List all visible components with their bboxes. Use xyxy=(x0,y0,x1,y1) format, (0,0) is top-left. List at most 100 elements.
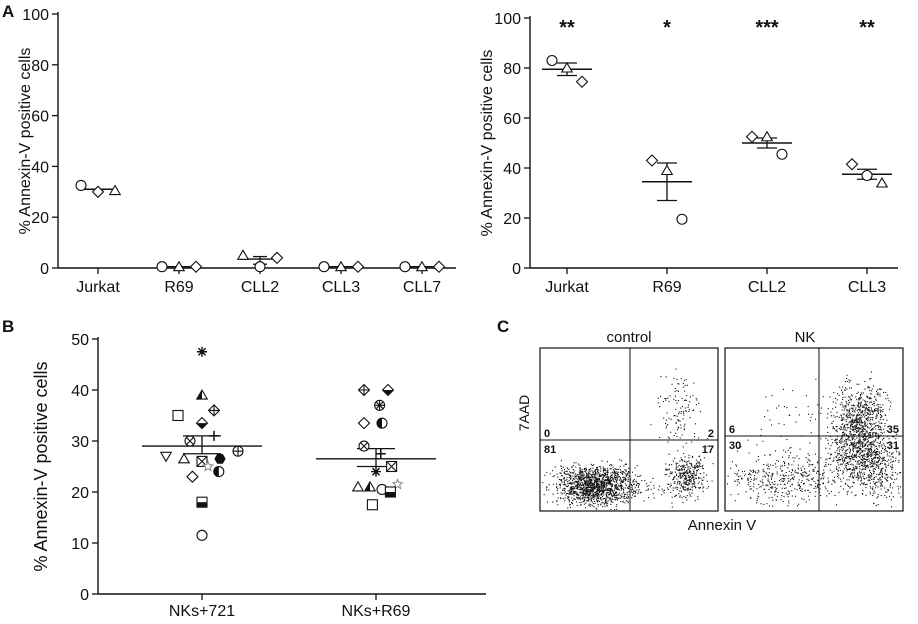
event-dot xyxy=(688,457,690,459)
event-dot xyxy=(684,474,686,476)
event-dot xyxy=(611,496,613,498)
event-dot xyxy=(611,484,613,486)
event-dot xyxy=(601,485,603,487)
event-dot xyxy=(603,490,605,492)
event-dot xyxy=(827,452,829,454)
event-dot xyxy=(671,383,673,385)
event-dot xyxy=(586,478,588,480)
event-dot xyxy=(861,445,863,447)
event-dot xyxy=(689,478,691,480)
event-dot xyxy=(689,417,691,419)
event-dot xyxy=(591,464,593,466)
event-dot xyxy=(867,426,869,428)
event-dot xyxy=(572,469,574,471)
data-point-diamond xyxy=(186,470,199,483)
event-dot xyxy=(588,482,590,484)
event-dot xyxy=(840,414,842,416)
event-dot xyxy=(616,492,618,494)
event-dot xyxy=(870,432,872,434)
event-dot xyxy=(867,427,869,429)
event-dot xyxy=(873,454,875,456)
event-dot xyxy=(601,483,603,485)
event-dot xyxy=(860,431,862,433)
event-dot xyxy=(878,446,880,448)
event-dot xyxy=(845,441,847,443)
event-dot xyxy=(594,482,596,484)
event-dot xyxy=(837,448,839,450)
event-dot xyxy=(667,489,669,491)
event-dot xyxy=(875,466,877,468)
event-dot xyxy=(697,469,699,471)
event-dot xyxy=(597,503,599,505)
event-dot xyxy=(609,468,611,470)
y-tick-label: 30 xyxy=(71,434,89,451)
event-dot xyxy=(585,482,587,484)
event-dot xyxy=(859,473,861,475)
event-dot xyxy=(871,478,873,480)
event-dot xyxy=(594,469,596,471)
data-group xyxy=(142,346,262,541)
event-dot xyxy=(610,486,612,488)
event-dot xyxy=(624,477,626,479)
event-dot xyxy=(827,413,829,415)
event-dot xyxy=(833,457,835,459)
marker-shape xyxy=(172,409,184,422)
event-dot xyxy=(682,418,684,420)
event-dot xyxy=(853,444,855,446)
event-dot xyxy=(605,487,607,489)
event-dot xyxy=(767,463,769,465)
event-dot xyxy=(676,483,678,485)
event-dot xyxy=(838,428,840,430)
event-dot xyxy=(858,407,860,409)
event-dot xyxy=(857,431,859,433)
event-dot xyxy=(583,493,585,495)
event-dot xyxy=(600,483,602,485)
event-dot xyxy=(783,479,785,481)
data-point-diamond xyxy=(432,260,446,274)
event-dot xyxy=(862,427,864,429)
event-dot xyxy=(678,476,680,478)
event-dot xyxy=(757,456,759,458)
event-dot xyxy=(851,472,853,474)
event-dot xyxy=(600,481,602,483)
event-dot xyxy=(867,436,869,438)
event-dot xyxy=(788,463,790,465)
event-dot xyxy=(615,496,617,498)
event-dot xyxy=(892,487,894,489)
y-axis-label: 7AAD xyxy=(516,395,532,432)
event-dot xyxy=(875,450,877,452)
event-dot xyxy=(870,462,872,464)
event-dot xyxy=(869,422,871,424)
event-dot xyxy=(563,481,565,483)
event-dot xyxy=(691,441,693,443)
event-dot xyxy=(601,481,603,483)
marker-fill xyxy=(382,390,394,396)
event-dot xyxy=(856,460,858,462)
event-dot xyxy=(892,452,894,454)
event-dot xyxy=(601,490,603,492)
event-dot xyxy=(875,455,877,457)
data-point-halftriangle xyxy=(195,389,209,400)
event-dot xyxy=(837,393,839,395)
event-dot xyxy=(847,443,849,445)
event-dot xyxy=(852,469,854,471)
event-dot xyxy=(842,470,844,472)
event-dot xyxy=(598,469,600,471)
event-dot xyxy=(803,499,805,501)
event-dot xyxy=(808,470,810,472)
event-dot xyxy=(553,475,555,477)
event-dot xyxy=(836,411,838,413)
event-dot xyxy=(866,451,868,453)
event-dot xyxy=(870,471,872,473)
event-dot xyxy=(861,443,863,445)
event-dot xyxy=(578,479,580,481)
event-dot xyxy=(627,472,629,474)
event-dot xyxy=(638,489,640,491)
event-dot xyxy=(876,457,878,459)
event-dot xyxy=(599,482,601,484)
event-dot xyxy=(859,436,861,438)
event-dot xyxy=(885,466,887,468)
event-dot xyxy=(834,482,836,484)
event-dot xyxy=(625,469,627,471)
event-dot xyxy=(871,413,873,415)
